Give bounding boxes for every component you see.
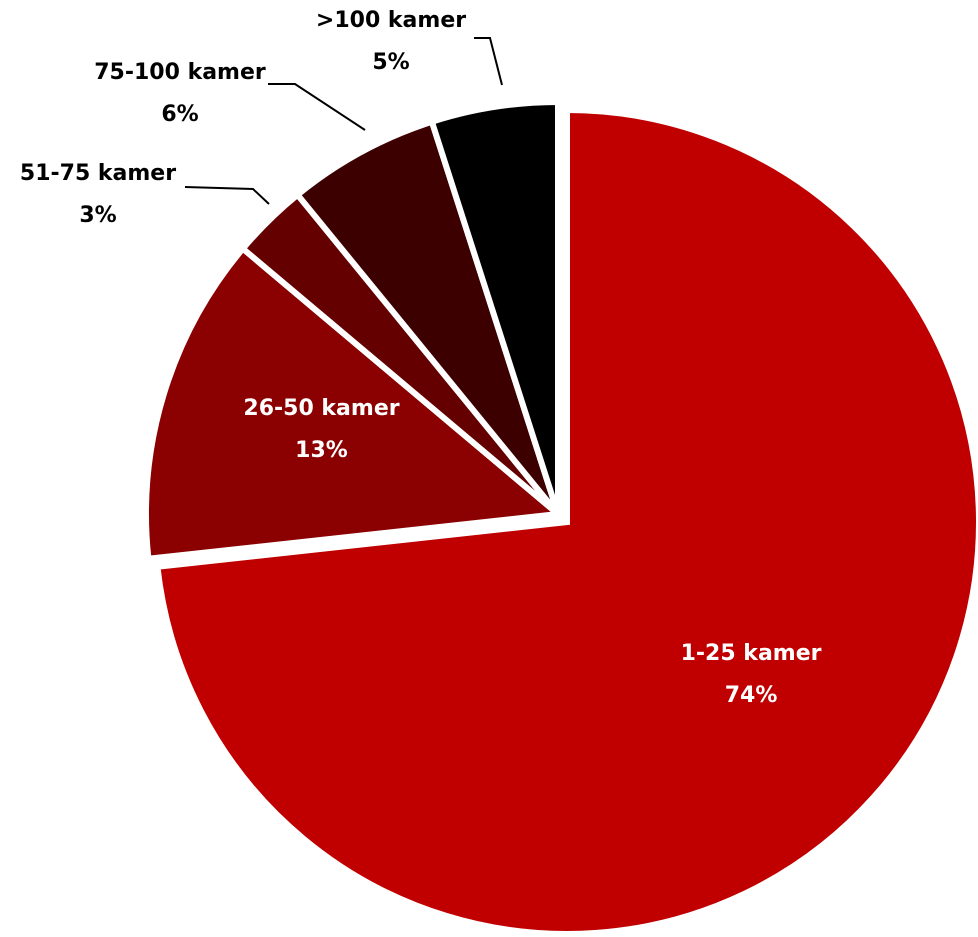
slice-value-26-50-kamer: 13% (295, 438, 348, 463)
slice-value-75-100-kamer: 6% (161, 102, 198, 127)
pie-slice-26-50-kamer (143, 244, 566, 563)
leader-line-51-75-kamer (184, 186, 270, 205)
pie-slice-75-100-kamer (293, 117, 561, 516)
slice-value-100-kamer: 5% (372, 50, 409, 75)
pie-slice-100-kamer (428, 98, 561, 515)
slice-label-26-50-kamer: 26-50 kamer (243, 396, 399, 421)
slice-label-75-100-kamer: 75-100 kamer (94, 60, 266, 85)
slice-label-1-25-kamer: 1-25 kamer (681, 641, 822, 666)
slice-label-51-75-kamer: 51-75 kamer (20, 161, 176, 186)
pie-slice-1-25-kamer (154, 106, 978, 937)
slices-layer (143, 98, 978, 937)
labels-layer: 1-25 kamer 74% 26-50 kamer 13% 51-75 kamer 3%… (20, 8, 822, 708)
slice-label-100-kamer: >100 kamer (316, 8, 466, 33)
leader-lines-layer (184, 37, 503, 205)
leader-line-75-100-kamer (268, 83, 366, 131)
leader-line-100-kamer (474, 37, 503, 86)
slice-value-51-75-kamer: 3% (79, 203, 116, 228)
slice-value-1-25-kamer: 74% (725, 683, 778, 708)
